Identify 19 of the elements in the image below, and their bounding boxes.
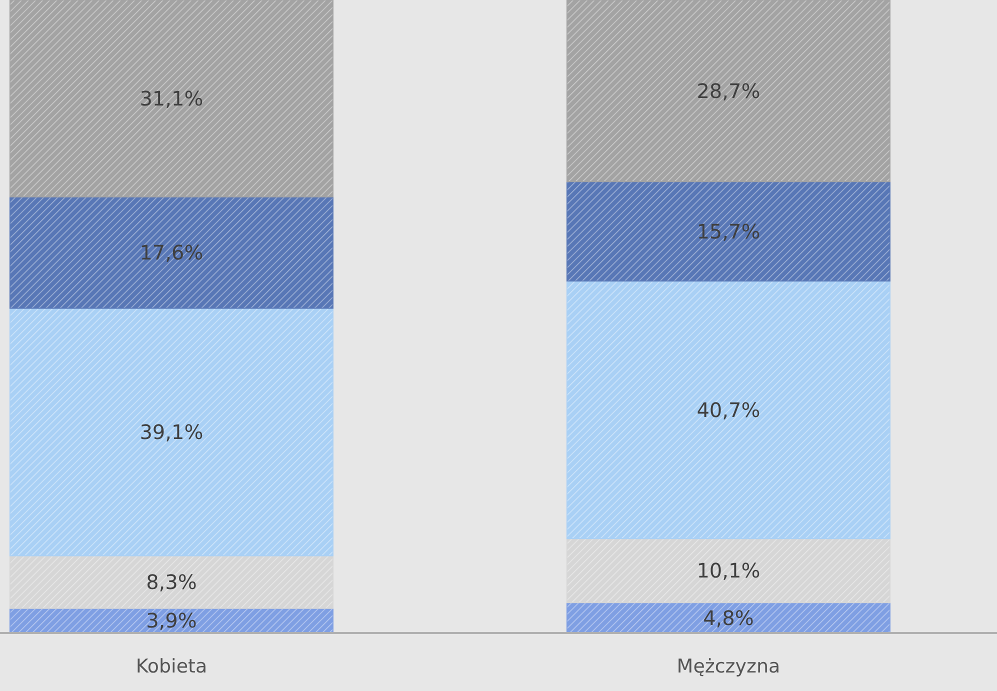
bar bbox=[9, 555, 334, 609]
bar bbox=[9, 196, 334, 309]
data-label: 4,8% bbox=[703, 606, 754, 630]
bar bbox=[9, 0, 334, 198]
bar bbox=[566, 602, 890, 634]
x-tick-label: Mężczyzna bbox=[676, 655, 780, 678]
bar bbox=[9, 308, 334, 556]
data-label: 28,7% bbox=[696, 78, 760, 103]
x-tick-label: Kobieta bbox=[136, 655, 208, 678]
bar bbox=[566, 280, 890, 540]
data-label: 31,1% bbox=[140, 86, 204, 110]
data-label: 40,7% bbox=[696, 398, 760, 422]
bar bbox=[566, 0, 890, 182]
data-label: 8,3% bbox=[146, 570, 197, 594]
bar bbox=[566, 538, 890, 604]
data-label: 3,9% bbox=[146, 608, 197, 633]
bar bbox=[566, 181, 890, 282]
data-label: 39,1% bbox=[140, 420, 204, 444]
data-label: 10,1% bbox=[696, 558, 760, 583]
